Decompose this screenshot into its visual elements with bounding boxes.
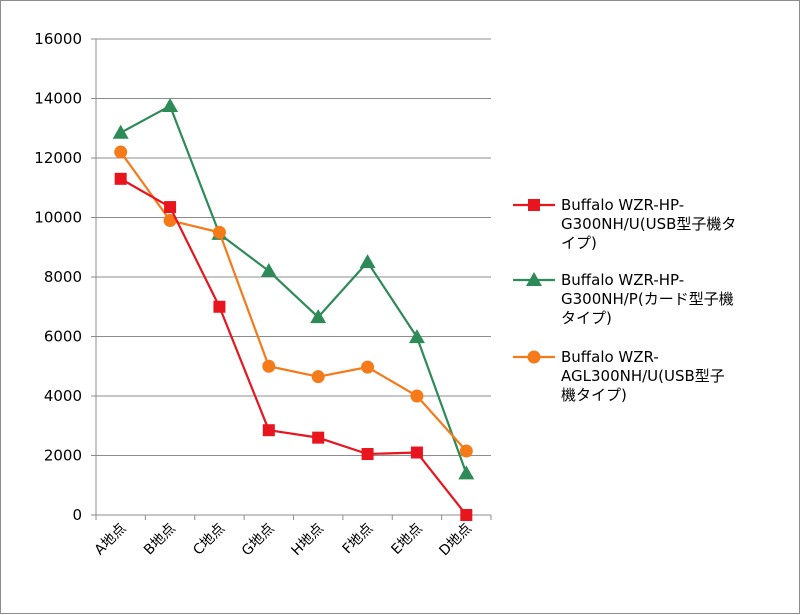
series-line (120, 177, 468, 516)
legend-label-line: G300NH/P(カード型子機 (561, 290, 734, 308)
data-point (212, 225, 226, 239)
legend-label-line: 機タイプ) (561, 386, 627, 404)
y-tick-label: 8000 (44, 268, 82, 286)
legend-label-line: Buffalo WZR- (561, 348, 659, 366)
axes (91, 38, 492, 520)
y-tick-label: 2000 (44, 447, 82, 465)
series-line (120, 104, 468, 474)
legend-marker (527, 350, 541, 364)
y-axis-tick-labels: 0 2000 4000 6000 8000 10000 12000 14000 16000 (34, 30, 82, 524)
x-category-label: F地点 (340, 521, 377, 558)
data-point (164, 201, 177, 214)
legend-label-line: AGL300NH/U(USB型子 (561, 367, 725, 385)
series-layer (112, 97, 475, 521)
data-point (361, 448, 374, 461)
data-point (460, 509, 473, 521)
data-point (162, 97, 179, 112)
data-point (312, 431, 325, 444)
gridlines (96, 38, 491, 456)
legend: Buffalo WZR-HP-G300NH/U(USB型子機タイプ)Buffal… (513, 196, 736, 404)
data-point (213, 300, 226, 313)
data-point (262, 424, 275, 437)
legend-label: Buffalo WZR-HP-G300NH/P(カード型子機タイプ) (561, 271, 734, 327)
y-tick-label: 14000 (34, 90, 82, 108)
y-tick-label: 4000 (44, 387, 82, 405)
data-point (262, 359, 276, 373)
data-point (112, 124, 129, 139)
x-category-label: E地点 (388, 521, 425, 558)
x-axis-tick-labels: A地点 B地点 C地点 G地点 H地点 F地点 E地点 D地点 (92, 521, 476, 560)
legend-label: Buffalo WZR-AGL300NH/U(USB型子機タイプ) (561, 348, 725, 404)
y-tick-label: 10000 (34, 209, 82, 227)
x-category-label: H地点 (288, 521, 327, 560)
x-category-label: D地点 (436, 521, 475, 560)
x-category-label: C地点 (190, 521, 228, 559)
legend-label: Buffalo WZR-HP-G300NH/U(USB型子機タイプ) (561, 196, 736, 252)
series-3 (114, 145, 473, 458)
y-tick-label: 6000 (44, 328, 82, 346)
data-point (410, 446, 423, 459)
legend-entry-2: Buffalo WZR-HP-G300NH/P(カード型子機タイプ) (513, 271, 734, 327)
data-point (114, 145, 128, 159)
data-point (361, 360, 375, 374)
series-line (119, 151, 468, 452)
x-category-label: G地点 (239, 521, 278, 560)
legend-label-line: G300NH/U(USB型子機タ (561, 215, 736, 233)
data-point (459, 444, 473, 458)
y-tick-label: 12000 (34, 149, 82, 167)
data-point (311, 370, 325, 384)
y-tick-label: 0 (72, 506, 82, 524)
data-point (408, 329, 425, 344)
y-tick-label: 16000 (34, 30, 82, 48)
x-category-label: A地点 (92, 521, 130, 559)
legend-label-line: イプ) (561, 234, 597, 252)
data-point (260, 263, 277, 278)
data-point (410, 389, 424, 403)
legend-marker (528, 199, 540, 211)
legend-label-line: タイプ) (561, 309, 612, 327)
data-point (163, 213, 177, 227)
series-2 (112, 97, 475, 480)
legend-entry-1: Buffalo WZR-HP-G300NH/U(USB型子機タイプ) (513, 196, 736, 252)
data-point (458, 465, 475, 480)
series-1 (114, 172, 473, 521)
data-point (114, 172, 127, 185)
data-point (310, 309, 327, 324)
legend-label-line: Buffalo WZR-HP- (561, 196, 684, 214)
data-point (359, 254, 376, 269)
legend-entry-3: Buffalo WZR-AGL300NH/U(USB型子機タイプ) (513, 348, 725, 404)
legend-label-line: Buffalo WZR-HP- (561, 271, 684, 289)
x-category-label: B地点 (141, 521, 179, 559)
legend-marker (526, 272, 542, 286)
